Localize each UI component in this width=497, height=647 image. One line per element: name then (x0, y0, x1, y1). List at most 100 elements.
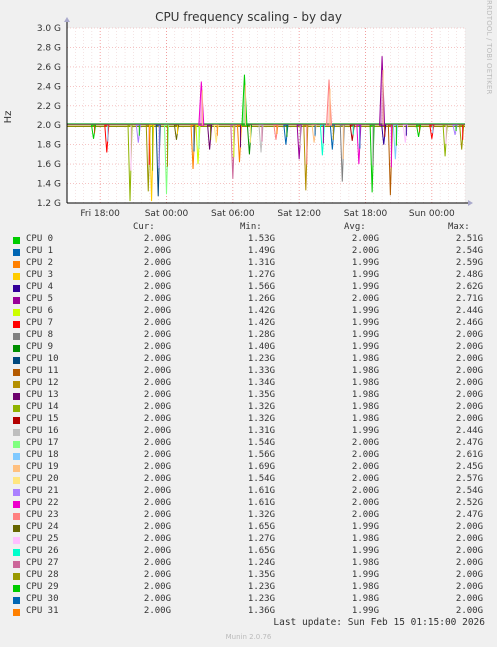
legend-name: CPU 24 (26, 522, 59, 532)
legend-row: CPU 28 2.00G 1.35G 1.99G 2.00G (0, 570, 497, 582)
legend-name: CPU 11 (26, 366, 59, 376)
chart-title: CPU frequency scaling - by day (155, 10, 342, 24)
legend-name: CPU 30 (26, 594, 59, 604)
legend-min: 1.56G (247, 450, 275, 460)
y-tick-label: 2.2 G (37, 102, 61, 112)
x-tick-label: Sat 18:00 (344, 209, 388, 219)
legend-cur: 2.00G (143, 606, 171, 616)
legend-name: CPU 27 (26, 558, 59, 568)
legend-swatch (13, 549, 20, 556)
legend-swatch (13, 585, 20, 592)
legend-row: CPU 22 2.00G 1.61G 2.00G 2.52G (0, 498, 497, 510)
legend-max: 2.00G (455, 354, 483, 364)
legend-max: 2.61G (455, 450, 483, 460)
legend-min: 1.27G (247, 270, 275, 280)
legend-avg: 1.98G (351, 390, 379, 400)
y-tick-label: 1.4 G (37, 180, 61, 190)
legend-avg: 2.00G (351, 450, 379, 460)
legend-min: 1.49G (247, 246, 275, 256)
y-tick-label: 1.6 G (37, 160, 61, 170)
legend-name: CPU 21 (26, 486, 59, 496)
legend-cur: 2.00G (143, 498, 171, 508)
legend-swatch (13, 573, 20, 580)
legend-row: CPU 10 2.00G 1.23G 1.98G 2.00G (0, 354, 497, 366)
legend-min: 1.23G (247, 354, 275, 364)
legend-name: CPU 26 (26, 546, 59, 556)
legend-swatch (13, 381, 20, 388)
legend-avg: 1.98G (351, 378, 379, 388)
legend-row: CPU 21 2.00G 1.61G 2.00G 2.54G (0, 486, 497, 498)
legend-max: 2.00G (455, 390, 483, 400)
legend-row: CPU 9 2.00G 1.40G 1.99G 2.00G (0, 342, 497, 354)
legend-cur: 2.00G (143, 474, 171, 484)
legend-max: 2.71G (455, 294, 483, 304)
legend-max: 2.00G (455, 522, 483, 532)
x-tick-label: Sat 00:00 (145, 209, 189, 219)
legend-avg: 1.99G (351, 522, 379, 532)
legend-cur: 2.00G (143, 438, 171, 448)
legend-cur: 2.00G (143, 330, 171, 340)
legend-avg: 2.00G (351, 474, 379, 484)
legend-avg: 1.98G (351, 402, 379, 412)
legend-row: CPU 20 2.00G 1.54G 2.00G 2.57G (0, 474, 497, 486)
legend-max: 2.00G (455, 378, 483, 388)
legend-name: CPU 10 (26, 354, 59, 364)
legend-min: 1.61G (247, 486, 275, 496)
legend-row: CPU 8 2.00G 1.28G 1.99G 2.00G (0, 330, 497, 342)
legend-cur: 2.00G (143, 570, 171, 580)
legend-cur: 2.00G (143, 282, 171, 292)
legend-min: 1.69G (247, 462, 275, 472)
legend-cur: 2.00G (143, 450, 171, 460)
legend-max: 2.00G (455, 594, 483, 604)
last-update: Last update: Sun Feb 15 01:15:00 2026 (273, 617, 485, 628)
legend-swatch (13, 453, 20, 460)
y-tick-label: 3.0 G (37, 24, 61, 34)
legend-max: 2.44G (455, 426, 483, 436)
legend-avg: 1.99G (351, 306, 379, 316)
legend-min: 1.61G (247, 498, 275, 508)
legend-max: 2.51G (455, 234, 483, 244)
legend-cur: 2.00G (143, 246, 171, 256)
legend-row: CPU 7 2.00G 1.42G 1.99G 2.46G (0, 318, 497, 330)
legend-avg: 1.98G (351, 594, 379, 604)
legend-row: CPU 25 2.00G 1.27G 1.98G 2.00G (0, 534, 497, 546)
legend-name: CPU 20 (26, 474, 59, 484)
legend-swatch (13, 249, 20, 256)
legend-cur: 2.00G (143, 582, 171, 592)
legend-name: CPU 1 (26, 246, 54, 256)
x-tick-label: Fri 18:00 (80, 209, 120, 219)
legend-avg: 1.99G (351, 330, 379, 340)
legend-name: CPU 19 (26, 462, 59, 472)
legend-name: CPU 3 (26, 270, 54, 280)
legend-cur: 2.00G (143, 426, 171, 436)
legend-row: CPU 13 2.00G 1.35G 1.98G 2.00G (0, 390, 497, 402)
legend-swatch (13, 489, 20, 496)
legend-max: 2.46G (455, 318, 483, 328)
legend-swatch (13, 609, 20, 616)
legend-min: 1.32G (247, 414, 275, 424)
legend-swatch (13, 357, 20, 364)
x-tick-label: Sat 06:00 (211, 209, 255, 219)
header-min: Min: (240, 222, 262, 232)
legend-avg: 1.99G (351, 258, 379, 268)
y-tick-label: 2.4 G (37, 82, 61, 92)
legend-swatch (13, 429, 20, 436)
legend-max: 2.00G (455, 366, 483, 376)
legend-cur: 2.00G (143, 342, 171, 352)
legend-cur: 2.00G (143, 378, 171, 388)
legend-max: 2.47G (455, 438, 483, 448)
legend-row: CPU 4 2.00G 1.56G 1.99G 2.62G (0, 282, 497, 294)
legend-max: 2.47G (455, 510, 483, 520)
legend-min: 1.27G (247, 534, 275, 544)
legend-max: 2.00G (455, 342, 483, 352)
legend-avg: 1.98G (351, 354, 379, 364)
legend-name: CPU 22 (26, 498, 59, 508)
legend-row: CPU 2 2.00G 1.31G 1.99G 2.59G (0, 258, 497, 270)
legend-name: CPU 29 (26, 582, 59, 592)
legend-avg: 2.00G (351, 438, 379, 448)
legend-cur: 2.00G (143, 390, 171, 400)
legend-avg: 1.98G (351, 366, 379, 376)
legend-row: CPU 15 2.00G 1.32G 1.98G 2.00G (0, 414, 497, 426)
legend-swatch (13, 441, 20, 448)
legend-swatch (13, 297, 20, 304)
